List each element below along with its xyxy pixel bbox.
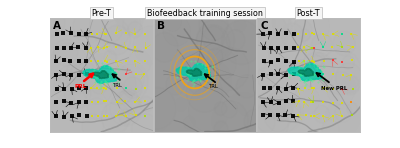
Title: Biofeedback training session: Biofeedback training session [147,9,263,18]
Text: TRL: TRL [209,84,219,89]
Text: A: A [53,21,61,31]
Text: C: C [260,21,268,31]
Polygon shape [298,68,314,76]
Polygon shape [83,66,117,83]
Text: PRL: PRL [75,84,87,89]
Text: TRL: TRL [113,83,122,88]
Polygon shape [176,63,210,81]
Text: New PRL: New PRL [321,86,347,91]
Polygon shape [288,63,322,81]
Title: Pre-T: Pre-T [92,9,111,18]
Polygon shape [93,71,109,79]
Text: B: B [157,21,165,31]
Title: Post-T: Post-T [297,9,320,18]
Polygon shape [186,68,202,76]
